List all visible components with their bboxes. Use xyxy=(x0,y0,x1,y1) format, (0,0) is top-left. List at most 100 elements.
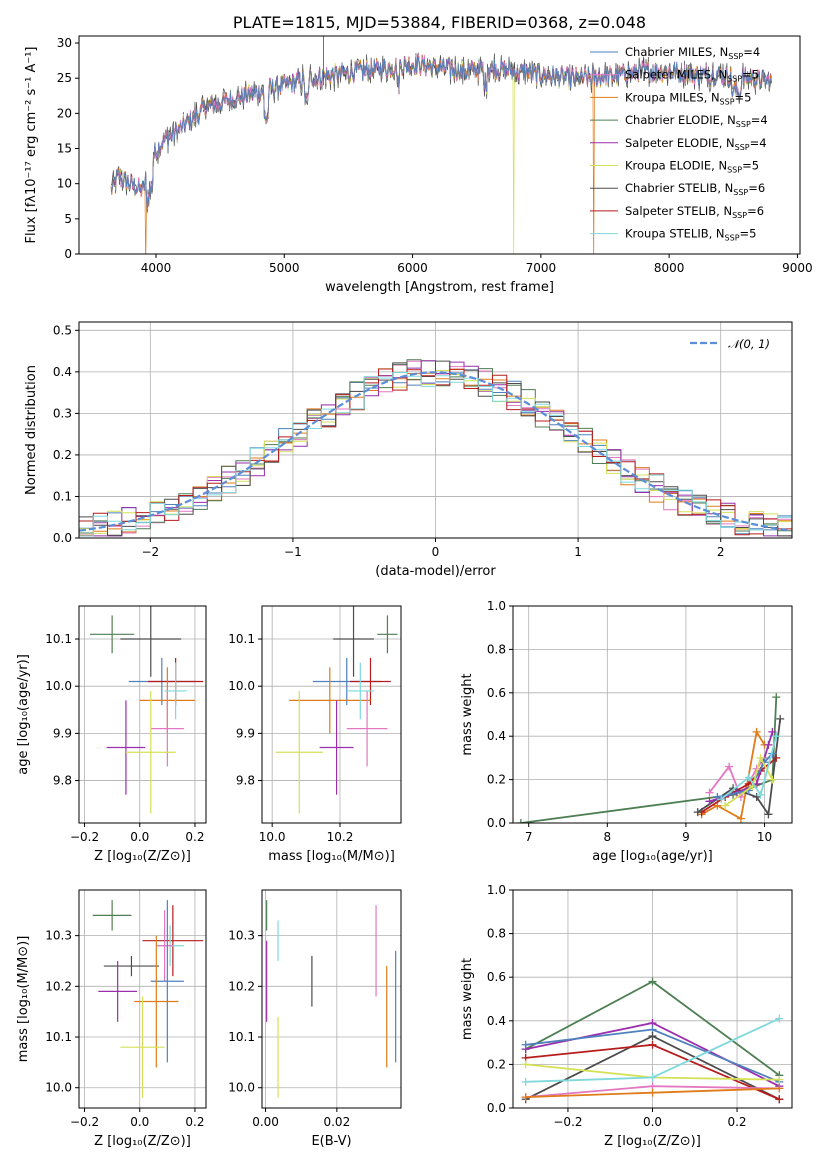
gaussian-legend-label: 𝒩(0, 1) xyxy=(728,337,770,351)
y-axis-label: mass [log₁₀(M/M⊙)] xyxy=(16,936,31,1063)
y-tick-label: 10.2 xyxy=(45,979,72,993)
legend-entry: Salpeter STELIB, NSSP=6 xyxy=(625,204,764,220)
panel-weight-vs-Z: −0.2 0.0 0.2 0.0 0.2 0.4 0.6 0.8 1.0 Z [log₁₀(Z/Z… xyxy=(460,883,793,1149)
y-tick-label: 10.1 xyxy=(228,1030,255,1044)
y-tick-label: 0.3 xyxy=(53,406,72,420)
y-tick-label: 0.6 xyxy=(487,970,506,984)
y-tick-label: 0.8 xyxy=(487,642,506,656)
x-axis-label: wavelength [Angstrom, rest frame] xyxy=(325,280,554,295)
weight-marker xyxy=(768,727,777,736)
plot-area-spectrum xyxy=(110,36,772,254)
legend-entry: Kroupa ELODIE, NSSP=5 xyxy=(625,159,759,175)
y-tick-label: 1.0 xyxy=(487,599,506,613)
y-axis-label: mass weight xyxy=(460,673,475,755)
weight-marker xyxy=(516,819,525,823)
panel-mass-vs-Z: −0.2 0.0 0.2 10.0 10.1 10.2 10.3 Z [log₁₀(Z/Z⊙)… xyxy=(16,889,207,1149)
y-axis-label: Flux [fλ10⁻¹⁷ erg cm⁻² s⁻¹ A⁻¹] xyxy=(24,47,39,244)
weight-marker xyxy=(521,1093,530,1102)
y-tick-label: 10.0 xyxy=(45,1081,72,1095)
plot-area-weight-vs-Z xyxy=(521,977,784,1104)
weight-marker xyxy=(736,814,745,823)
x-tick-label: −0.2 xyxy=(70,830,99,844)
y-tick-label: 10.0 xyxy=(228,1081,255,1095)
y-tick-label: 0.0 xyxy=(487,1101,506,1115)
panel-residuals: −2 −1 0 1 2 0.0 0.1 0.2 0.3 0.4 0.5 (data-model)/er… xyxy=(24,321,793,579)
axes-frame xyxy=(512,605,793,824)
y-tick-label: 10 xyxy=(57,177,72,191)
x-tick-label: −1 xyxy=(284,545,302,559)
x-tick-label: 0.2 xyxy=(185,1115,204,1129)
weight-marker xyxy=(693,808,702,817)
weight-marker xyxy=(521,1077,530,1086)
x-tick-label: −0.2 xyxy=(553,1115,582,1129)
weight-marker xyxy=(775,1084,784,1093)
x-tick-label: 0.0 xyxy=(643,1115,662,1129)
x-tick-label: 10 xyxy=(757,830,772,844)
legend-entry: Salpeter ELODIE, NSSP=4 xyxy=(625,136,767,152)
y-tick-label: 0.6 xyxy=(487,686,506,700)
axes-frame xyxy=(261,605,402,824)
y-tick-label: 10.1 xyxy=(45,632,72,646)
weight-marker xyxy=(775,1095,784,1104)
weight-marker xyxy=(752,727,761,736)
x-tick-label: 2 xyxy=(717,545,725,559)
y-tick-label: 15 xyxy=(57,142,72,156)
y-axis-label: age [log₁₀(age/yr)] xyxy=(16,654,31,775)
weight-marker xyxy=(725,762,734,771)
x-tick-label: −0.2 xyxy=(70,1115,99,1129)
y-tick-label: 10.0 xyxy=(228,679,255,693)
y-axis-label: Normed distribution xyxy=(24,365,39,495)
y-tick-label: 10.3 xyxy=(45,929,72,943)
y-tick-label: 20 xyxy=(57,106,72,120)
x-axis-label: age [log₁₀(age/yr)] xyxy=(592,849,713,864)
weight-marker xyxy=(648,977,657,986)
y-tick-label: 0.5 xyxy=(53,323,72,337)
weight-series xyxy=(720,735,778,800)
y-tick-label: 10.1 xyxy=(228,632,255,646)
y-tick-label: 9.8 xyxy=(236,774,255,788)
panel-age-vs-Z: −0.2 0.0 0.2 9.8 9.9 10.0 10.1 Z [log₁₀(Z/Z⊙)] a… xyxy=(16,605,207,864)
weight-marker xyxy=(744,773,753,782)
y-tick-label: 0.8 xyxy=(487,927,506,941)
x-axis-label: Z [log₁₀(Z/Z⊙)] xyxy=(94,849,191,864)
y-tick-label: 0.4 xyxy=(487,1014,506,1028)
axes-frame xyxy=(512,889,793,1109)
x-tick-label: 0.00 xyxy=(252,1115,279,1129)
weight-marker xyxy=(721,801,730,810)
chart-title: PLATE=1815, MJD=53884, FIBERID=0368, z=0… xyxy=(233,13,646,32)
y-tick-label: 9.9 xyxy=(53,726,72,740)
legend-entry: Chabrier STELIB, NSSP=6 xyxy=(625,181,765,197)
y-tick-label: 0.4 xyxy=(53,365,72,379)
weight-marker xyxy=(648,1040,657,1049)
axes-frame xyxy=(261,889,402,1109)
y-tick-label: 0.2 xyxy=(487,773,506,787)
y-tick-label: 0.2 xyxy=(487,1057,506,1071)
x-tick-label: 9000 xyxy=(782,261,813,275)
weight-marker xyxy=(705,797,714,806)
plot-area-mass-vs-Z xyxy=(92,900,204,1098)
spectrum-line-chabrier-miles xyxy=(110,56,772,209)
x-axis-label: (data-model)/error xyxy=(375,564,496,579)
x-tick-label: 0.02 xyxy=(323,1115,350,1129)
axes-frame xyxy=(78,889,207,1109)
y-tick-label: 25 xyxy=(57,71,72,85)
x-axis-label: E(B-V) xyxy=(311,1134,351,1149)
histogram-chabrier-stelib xyxy=(79,360,792,537)
weight-series xyxy=(520,697,778,823)
weight-marker xyxy=(775,1075,784,1084)
x-tick-label: 7 xyxy=(525,830,533,844)
x-tick-label: 5000 xyxy=(269,261,300,275)
legend-entry: Chabrier ELODIE, NSSP=4 xyxy=(625,113,768,129)
x-tick-label: 1 xyxy=(574,545,582,559)
x-axis-label: mass [log₁₀(M/M⊙)] xyxy=(268,849,395,864)
axes-frame xyxy=(78,321,793,539)
legend-entry: Kroupa MILES, NSSP=5 xyxy=(625,90,751,106)
weight-marker xyxy=(775,1014,784,1023)
plot-area-age-vs-Z xyxy=(90,606,204,814)
axes-frame xyxy=(78,605,207,824)
weight-marker xyxy=(717,795,726,804)
y-tick-label: 0.0 xyxy=(53,531,72,545)
plot-area-mass-vs-EBV xyxy=(266,900,397,1098)
panel-spectrum: 4000 5000 6000 7000 8000 9000 0 5 10 15 20 25 30 wave… xyxy=(24,35,813,295)
